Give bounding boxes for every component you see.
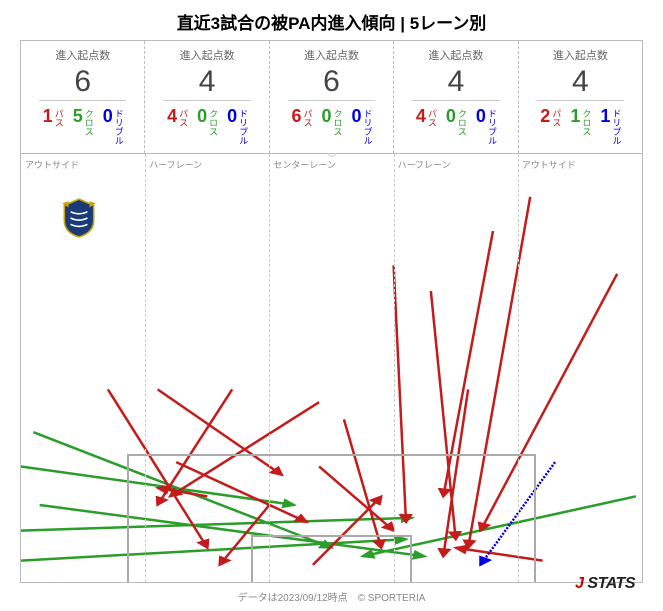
lane-header: 進入起点数 (523, 47, 638, 63)
lane-breakdown: 6パス 0クロス 0ドリブル (274, 107, 389, 145)
bd-pass: 2パス (540, 107, 560, 145)
lane-breakdown: 4パス 0クロス 0ドリブル (149, 107, 264, 145)
lane-breakdown: 1パス 5クロス 0ドリブル (25, 107, 140, 145)
bd-dribble: 0ドリブル (227, 107, 247, 145)
goal-box (251, 535, 412, 582)
footer-caption: データは2023/09/12時点 © SPORTERIA (20, 583, 643, 604)
lane-stat-1: 進入起点数 4 4パス 0クロス 0ドリブル (145, 41, 269, 153)
pitch-lane-label: ハーフレーン (394, 158, 518, 171)
lane-header: 進入起点数 (25, 47, 140, 63)
bd-dribble: 0ドリブル (352, 107, 372, 145)
lane-stat-0: 進入起点数 6 1パス 5クロス 0ドリブル (21, 41, 145, 153)
pitch-lane-label: アウトサイド (518, 158, 642, 171)
bd-cross: 0クロス (446, 107, 466, 145)
jstats-logo-text: STATS (583, 575, 635, 592)
bd-pass: 6パス (291, 107, 311, 145)
pitch-lane-label: アウトサイド (21, 158, 145, 171)
bd-pass: 4パス (167, 107, 187, 145)
chart-container: 直近3試合の被PA内進入傾向 | 5レーン別 進入起点数 6 1パス 5クロス 0ドリブ… (20, 5, 643, 604)
lane-header: 進入起点数 (274, 47, 389, 63)
lane-stat-3: 進入起点数 4 4パス 0クロス 0ドリブル (394, 41, 518, 153)
lane-total: 4 (412, 65, 499, 101)
lane-stats-row: 進入起点数61パス5クロス0ドリブル進入起点数44パス0クロス0ドリブル進入起点… (20, 40, 643, 153)
team-logo (58, 197, 100, 241)
lane-stat-2: 進入起点数 6 6パス 0クロス 0ドリブル (270, 41, 394, 153)
bd-dribble: 1ドリブル (600, 107, 620, 145)
bd-cross: 5クロス (73, 107, 93, 145)
lane-breakdown: 2パス 1クロス 1ドリブル (523, 107, 638, 145)
chart-title: 直近3試合の被PA内進入傾向 | 5レーン別 (20, 5, 643, 40)
jstats-logo: J STATS (575, 575, 635, 593)
bd-pass: 4パス (416, 107, 436, 145)
bd-cross: 1クロス (570, 107, 590, 145)
lane-total: 4 (163, 65, 250, 101)
bd-cross: 0クロス (197, 107, 217, 145)
lane-header: 進入起点数 (149, 47, 264, 63)
lane-header: 進入起点数 (398, 47, 513, 63)
lane-breakdown: 4パス 0クロス 0ドリブル (398, 107, 513, 145)
pitch-lane-label: ハーフレーン (145, 158, 269, 171)
lane-total: 6 (39, 65, 126, 101)
pitch-lane-label: センターレーン (269, 158, 393, 171)
lane-total: 4 (537, 65, 624, 101)
bd-dribble: 0ドリブル (476, 107, 496, 145)
lane-stat-4: 進入起点数 4 2パス 1クロス 1ドリブル (519, 41, 642, 153)
pitch-diagram: アウトサイドハーフレーンセンターレーンハーフレーンアウトサイド (20, 153, 643, 583)
bd-dribble: 0ドリブル (103, 107, 123, 145)
center-circle-marker (328, 153, 336, 157)
bd-cross: 0クロス (322, 107, 342, 145)
lane-total: 6 (288, 65, 375, 101)
bd-pass: 1パス (43, 107, 63, 145)
